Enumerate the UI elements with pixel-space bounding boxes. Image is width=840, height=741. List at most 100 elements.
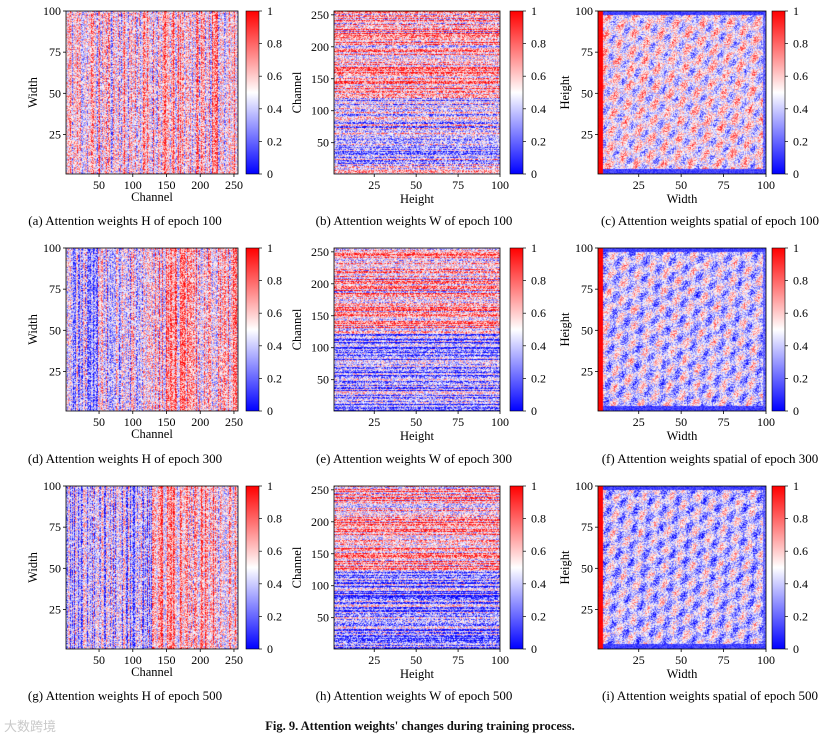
colorbar-tick-label: 0	[793, 642, 799, 656]
x-tick-label: 50	[410, 415, 422, 429]
colorbar-tick-label: 0	[267, 167, 273, 181]
colorbar-tick-label: 0.8	[793, 274, 808, 288]
panel-g: 50 100 150 200 250255075100ChannelWidth00.20…	[26, 479, 282, 703]
y-tick-label: 150	[311, 309, 329, 323]
x-axis-label: Height	[400, 192, 435, 206]
x-tick-label: 50	[93, 653, 105, 667]
x-tick-label: 100	[124, 653, 142, 667]
x-tick-label: 50	[93, 415, 105, 429]
colorbar-tick-label: 0.8	[267, 274, 282, 288]
y-tick-label: 200	[311, 277, 329, 291]
y-tick-label: 50	[49, 561, 61, 575]
panel-caption-a: (a) Attention weights H of epoch 100	[28, 213, 222, 228]
colorbar-tick-label: 1	[267, 4, 273, 18]
colorbar-tick-label: 0.4	[267, 577, 282, 591]
colorbar-tick-label: 0.6	[267, 69, 282, 83]
plot-frame-g	[65, 485, 239, 650]
x-tick-label: 100	[757, 415, 775, 429]
colorbar-h	[509, 485, 524, 650]
colorbar-tick-label: 0.4	[793, 339, 808, 353]
heatmap-b	[334, 11, 500, 174]
colorbar-tick-label: 0.8	[531, 512, 546, 526]
y-tick-label: 150	[311, 547, 329, 561]
colorbar-tick-label: 0.2	[793, 134, 808, 148]
colorbar-tick-label: 0.6	[793, 69, 808, 83]
x-tick-label: 50	[410, 653, 422, 667]
plot-frame-e	[333, 247, 501, 412]
heatmap-e	[334, 248, 500, 411]
panel-i: 25 50 75 100 25 50 75 100 Width Height 0 0.2 0.4 0.6 0…	[558, 479, 818, 703]
x-tick-label: 25	[368, 178, 380, 192]
plot-frame-c	[597, 10, 767, 175]
x-tick-label: 50	[675, 653, 687, 667]
y-tick-label: 100	[43, 4, 61, 18]
y-tick-label: 250	[311, 483, 329, 497]
x-axis-label: Width	[667, 667, 698, 681]
colorbar-a	[245, 10, 260, 175]
x-tick-label: 50	[675, 178, 687, 192]
y-tick-label: 100	[43, 479, 61, 493]
panel-caption-c: (c) Attention weights spatial of epoch 1…	[601, 213, 819, 228]
y-axis-label: Channel	[290, 71, 304, 113]
y-tick-label: 100	[575, 479, 593, 493]
colorbar-tick-label: 0.2	[531, 371, 546, 385]
x-tick-label: 50	[410, 178, 422, 192]
y-tick-label: 75	[49, 45, 61, 59]
panel-a: 50 100 150 200 250255075100ChannelWidth00.20…	[26, 4, 282, 228]
x-tick-label: 100	[757, 178, 775, 192]
y-tick-label: 200	[311, 40, 329, 54]
panel-caption-g: (g) Attention weights H of epoch 500	[28, 688, 222, 703]
colorbar-b	[509, 10, 524, 175]
y-tick-label: 50	[49, 86, 61, 100]
x-tick-label: 75	[718, 178, 730, 192]
colorbar-tick-label: 0.4	[267, 339, 282, 353]
panel-caption-e: (e) Attention weights W of epoch 300	[316, 451, 512, 466]
x-axis-label: Channel	[131, 665, 173, 679]
plot-frame-a	[65, 10, 239, 175]
y-tick-label: 25	[581, 602, 593, 616]
heatmap-f	[598, 248, 766, 411]
panel-caption-d: (d) Attention weights H of epoch 300	[28, 451, 222, 466]
y-tick-label: 25	[581, 364, 593, 378]
x-tick-label: 250	[225, 415, 243, 429]
x-tick-label: 150	[158, 415, 176, 429]
y-tick-label: 50	[317, 611, 329, 625]
x-tick-label: 250	[225, 653, 243, 667]
heatmap-i	[598, 486, 766, 649]
panel-caption-i: (i) Attention weights spatial of epoch 5…	[602, 688, 818, 703]
y-tick-label: 25	[581, 127, 593, 141]
heatmap-d	[66, 248, 238, 411]
colorbar-tick-label: 0.6	[531, 69, 546, 83]
plot-frame-d	[65, 247, 239, 412]
x-axis-label: Width	[667, 429, 698, 443]
x-tick-label: 200	[191, 653, 209, 667]
colorbar-f	[771, 247, 786, 412]
colorbar-tick-label: 0.2	[793, 371, 808, 385]
colorbar-tick-label: 0.6	[531, 306, 546, 320]
colorbar-tick-label: 0	[267, 404, 273, 418]
x-tick-label: 25	[633, 178, 645, 192]
x-axis-label: Height	[400, 429, 435, 443]
y-tick-label: 250	[311, 245, 329, 259]
colorbar-tick-label: 0.2	[531, 609, 546, 623]
y-tick-label: 75	[49, 282, 61, 296]
heatmap-h	[334, 486, 500, 649]
y-tick-label: 75	[581, 45, 593, 59]
y-tick-label: 25	[49, 127, 61, 141]
y-axis-label: Height	[558, 312, 572, 347]
colorbar-tick-label: 0.4	[793, 577, 808, 591]
x-tick-label: 100	[491, 178, 509, 192]
y-tick-label: 100	[311, 579, 329, 593]
colorbar-d	[245, 247, 260, 412]
panel-f: 25 50 75 100 25 50 75 100 Width Height 0 0.2 0.4 0.6 0…	[558, 241, 818, 466]
y-axis-label: Height	[558, 550, 572, 585]
colorbar-c	[771, 10, 786, 175]
heatmap-a	[66, 11, 238, 174]
x-tick-label: 200	[191, 415, 209, 429]
y-tick-label: 50	[581, 86, 593, 100]
y-tick-label: 75	[581, 282, 593, 296]
heatmap-c	[598, 11, 766, 174]
y-tick-label: 100	[575, 241, 593, 255]
y-tick-label: 250	[311, 8, 329, 22]
colorbar-tick-label: 1	[531, 4, 537, 18]
